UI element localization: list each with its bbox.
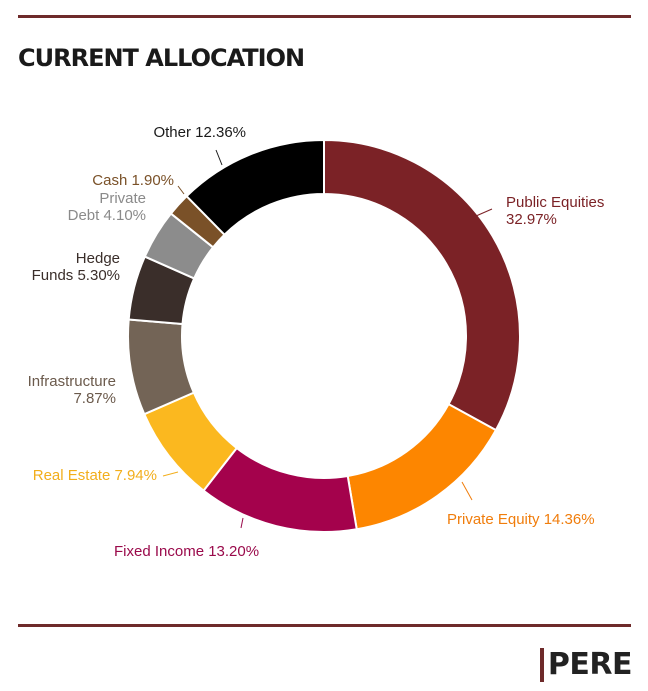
slice-label-other: Other 12.36% (153, 124, 246, 141)
slice-label-infrastructure: Infrastructure 7.87% (28, 373, 116, 407)
leader-line-public-equities (475, 208, 493, 217)
logo-accent-bar (539, 648, 544, 682)
slice-label-private-equity: Private Equity 14.36% (447, 511, 595, 528)
slice-label-fixed-income: Fixed Income 13.20% (114, 543, 259, 560)
slice-label-hedge-funds: Hedge Funds 5.30% (32, 250, 120, 284)
leader-line-cash (177, 185, 185, 195)
bottom-rule (18, 624, 631, 627)
slice-label-cash: Cash 1.90% (92, 172, 174, 189)
slice-label-real-estate: Real Estate 7.94% (33, 467, 157, 484)
page-title: CURRENT ALLOCATION (18, 44, 305, 72)
logo-wordmark: PERE (547, 647, 633, 682)
top-rule (18, 15, 631, 18)
leader-line-private-equity (461, 481, 473, 501)
slice-public-equities (323, 138, 521, 432)
slice-other (185, 138, 325, 237)
slice-label-public-equities: Public Equities 32.97% (506, 194, 604, 228)
pere-logo: PERE (539, 647, 633, 682)
leader-line-fixed-income (240, 517, 244, 529)
leader-line-real-estate (162, 471, 179, 477)
slice-label-private-debt: Private Debt 4.10% (68, 190, 146, 224)
leader-line-other (215, 149, 223, 166)
